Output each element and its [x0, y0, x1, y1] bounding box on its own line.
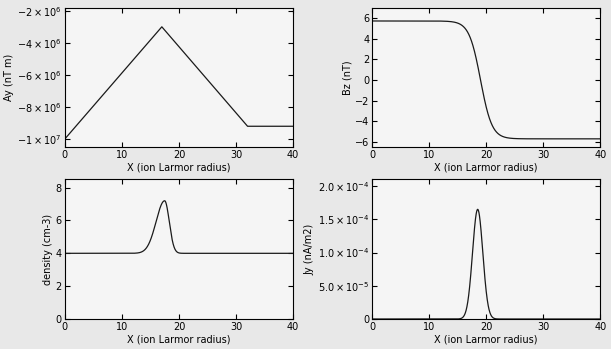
X-axis label: X (ion Larmor radius): X (ion Larmor radius): [434, 335, 538, 344]
X-axis label: X (ion Larmor radius): X (ion Larmor radius): [434, 163, 538, 173]
X-axis label: X (ion Larmor radius): X (ion Larmor radius): [127, 163, 231, 173]
Y-axis label: Bz (nT): Bz (nT): [342, 60, 352, 95]
X-axis label: X (ion Larmor radius): X (ion Larmor radius): [127, 335, 231, 344]
Y-axis label: Jy (nA/m2): Jy (nA/m2): [305, 224, 315, 275]
Y-axis label: density (cm-3): density (cm-3): [43, 214, 53, 285]
Y-axis label: Ay (nT m): Ay (nT m): [4, 54, 15, 101]
